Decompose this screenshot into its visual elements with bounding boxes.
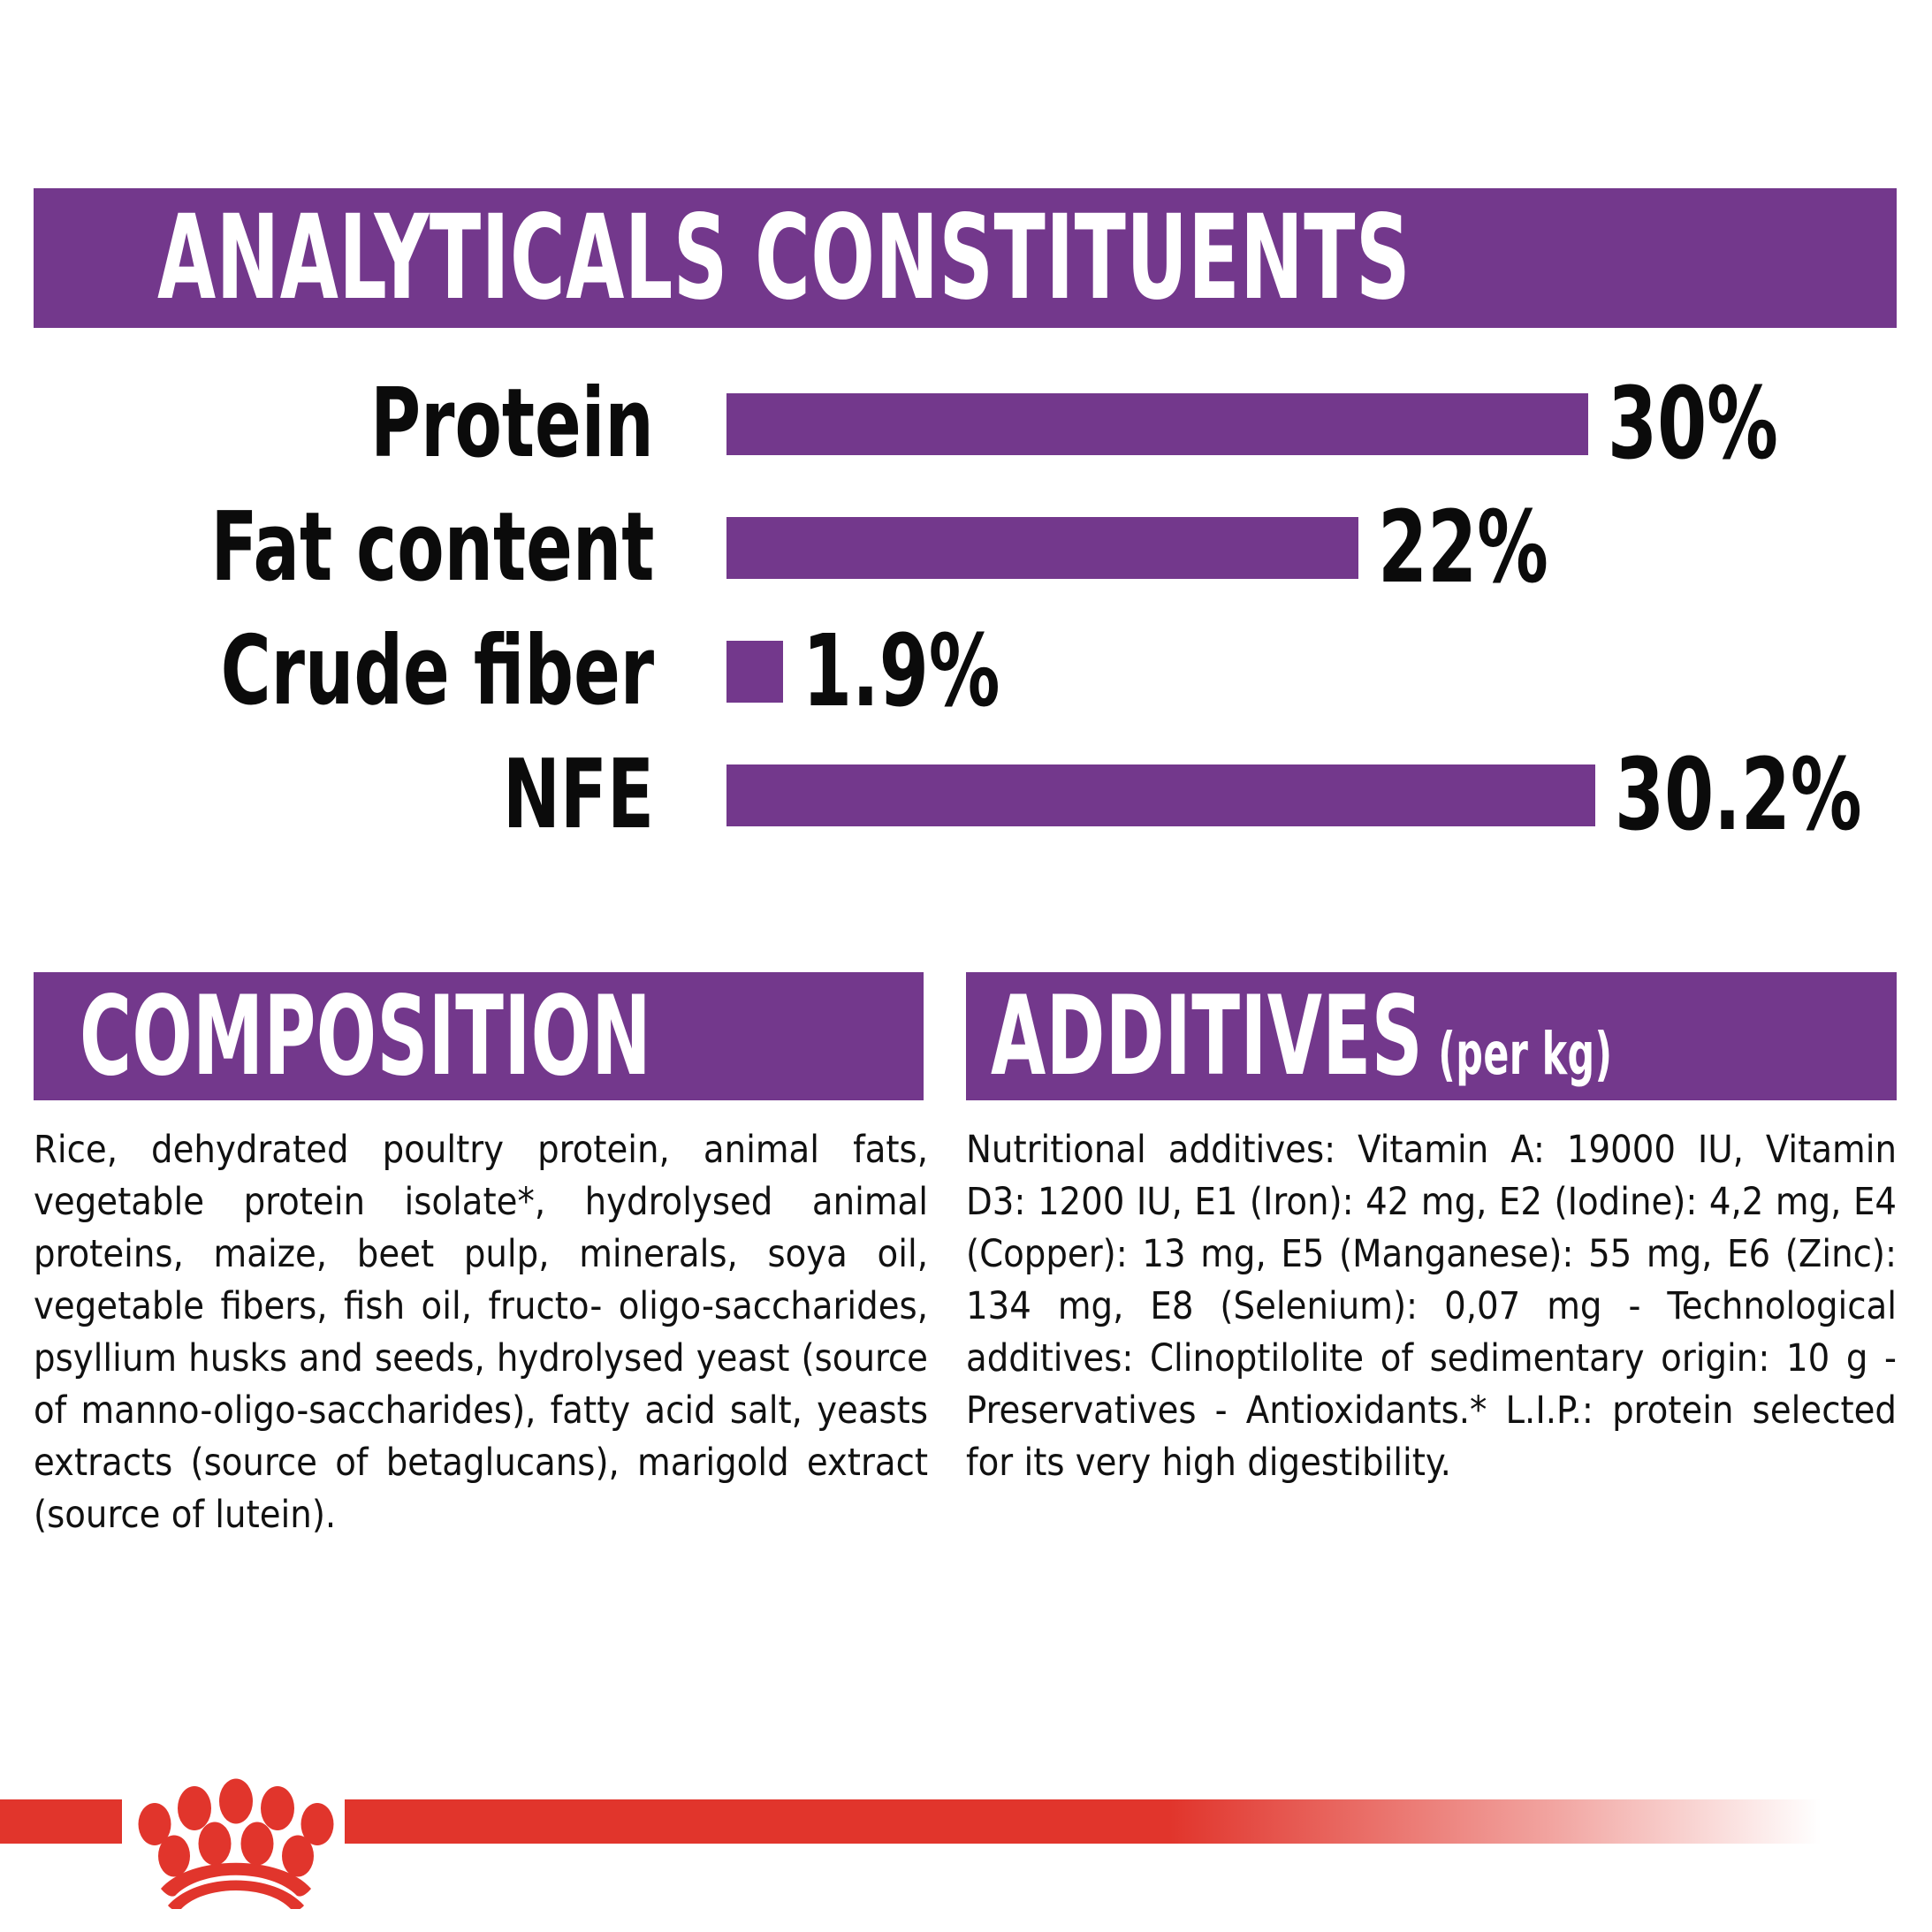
- footer-rule-left: [0, 1799, 122, 1844]
- additives-title-suffix: (per kg): [1438, 1019, 1613, 1088]
- additives-title: ADDITIVES: [991, 972, 1424, 1100]
- additives-title-group: ADDITIVES (per kg): [991, 982, 1613, 1092]
- bar-track-fat-content: 22%: [726, 491, 1591, 605]
- footer-rule-right: [345, 1799, 1932, 1844]
- composition-title: COMPOSITION: [80, 972, 652, 1100]
- bar-label-fat-content: Fat content: [210, 492, 654, 603]
- bar-track-protein: 30%: [726, 367, 1821, 482]
- bar-fill-crude-fiber: [726, 641, 783, 703]
- bar-label-protein: Protein: [370, 369, 654, 479]
- table-row: Crude fiber 1.9%: [0, 614, 1932, 729]
- analytical-constituents-chart: Protein 30% Fat content 22% Crud: [0, 367, 1932, 875]
- bar-fill-protein: [726, 393, 1588, 455]
- analytical-constituents-header: ANALYTICALS CONSTITUENTS: [34, 188, 1897, 328]
- bar-value-nfe: 30.2%: [1615, 738, 1862, 853]
- additives-body-text: Nutritional additives: Vitamin A: 19000 …: [966, 1128, 1897, 1485]
- table-row: NFE 30.2%: [0, 738, 1932, 853]
- composition-body-text: Rice, dehydrated poultry protein, animal…: [34, 1128, 928, 1537]
- bar-value-fat-content: 22%: [1378, 491, 1548, 605]
- royal-canin-crown-icon: [138, 1778, 334, 1909]
- footer: [0, 1759, 1932, 1932]
- bar-value-crude-fiber: 1.9%: [802, 614, 1000, 729]
- bar-label-nfe: NFE: [502, 740, 654, 850]
- table-row: Fat content 22%: [0, 491, 1932, 605]
- bar-fill-fat-content: [726, 517, 1358, 579]
- bar-track-nfe: 30.2%: [726, 738, 1924, 853]
- bar-value-protein: 30%: [1608, 367, 1778, 482]
- bar-label-crude-fiber: Crude fiber: [220, 616, 654, 726]
- additives-header: ADDITIVES (per kg): [966, 972, 1897, 1100]
- table-row: Protein 30%: [0, 367, 1932, 482]
- bar-track-crude-fiber: 1.9%: [726, 614, 1049, 729]
- composition-header: COMPOSITION: [34, 972, 924, 1100]
- analytical-constituents-title: ANALYTICALS CONSTITUENTS: [157, 190, 1411, 326]
- bar-fill-nfe: [726, 764, 1595, 826]
